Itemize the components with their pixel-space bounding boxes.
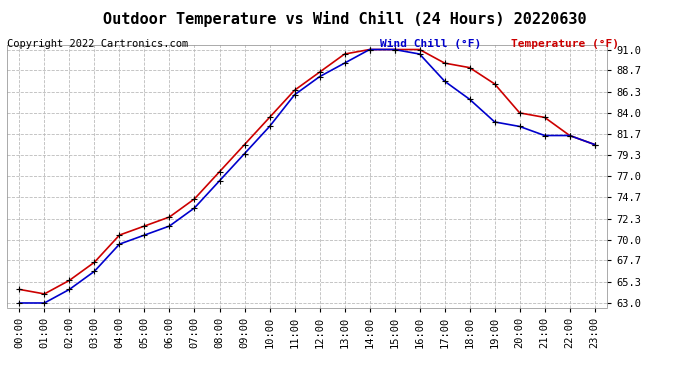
Text: Wind Chill (°F): Wind Chill (°F) xyxy=(380,39,481,50)
Text: Copyright 2022 Cartronics.com: Copyright 2022 Cartronics.com xyxy=(7,39,188,50)
Text: Temperature (°F): Temperature (°F) xyxy=(511,39,619,50)
Text: Outdoor Temperature vs Wind Chill (24 Hours) 20220630: Outdoor Temperature vs Wind Chill (24 Ho… xyxy=(104,11,586,27)
